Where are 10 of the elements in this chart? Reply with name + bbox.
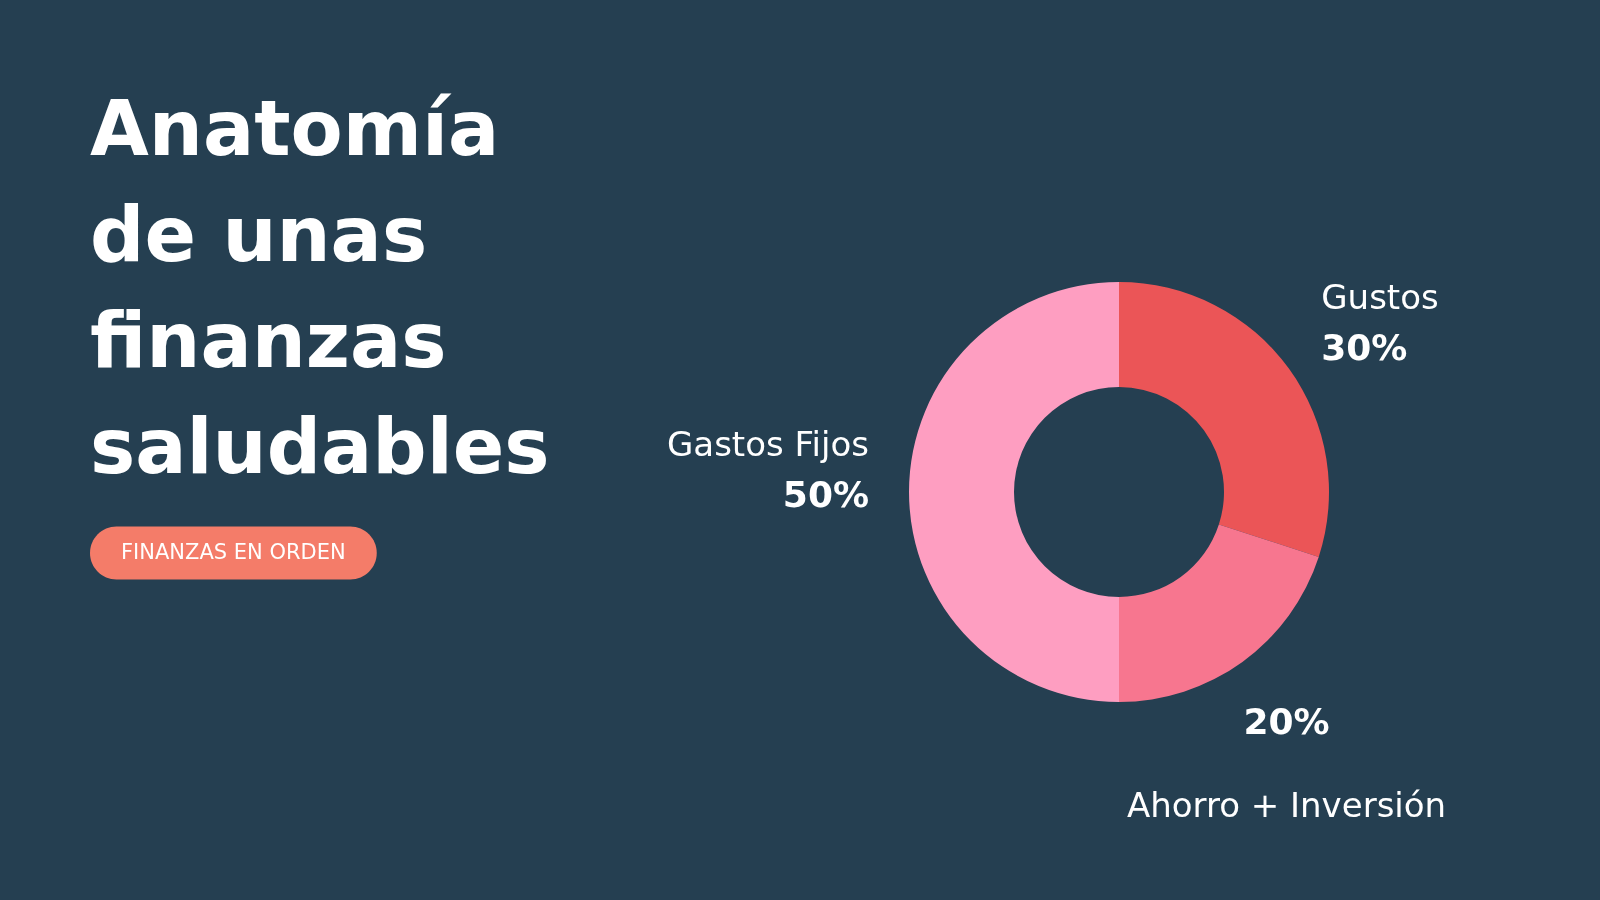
data-label: 20% [1243,700,1330,742]
slice-label: Ahorro + Inversión [1126,784,1447,825]
donut-slice [909,282,1119,702]
data-label: 50% [782,474,869,515]
slice-label: Gustos [1321,277,1439,318]
donut-slice [1119,524,1319,702]
chart-title: Anatomía de unas finanzas saludables [90,84,550,491]
text: FINANZAS EN ORDEN [121,540,346,564]
slice-label: Gastos Fijos [666,424,869,464]
data-label: 30% [1321,327,1408,369]
